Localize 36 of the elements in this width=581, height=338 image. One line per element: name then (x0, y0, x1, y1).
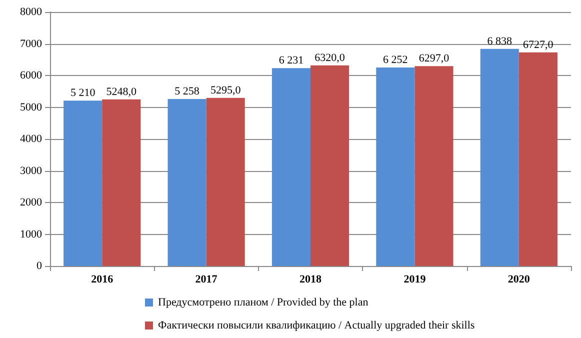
data-label: 6727,0 (523, 38, 554, 51)
data-label: 6297,0 (418, 52, 450, 65)
data-label: 5 258 (174, 86, 200, 98)
data-label: 5 210 (70, 87, 96, 100)
data-label: 5248,0 (106, 86, 137, 98)
bar (272, 68, 310, 266)
x-tick-label: 2020 (508, 274, 530, 286)
bar (480, 48, 519, 266)
y-tick-label: 5000 (20, 101, 42, 114)
bar (518, 52, 558, 266)
y-tick-label: 2000 (20, 196, 42, 208)
x-tick-label: 2016 (91, 274, 114, 286)
data-label: 6320,0 (314, 52, 346, 64)
y-tick-label: 6000 (20, 70, 42, 82)
y-tick-label: 1000 (20, 228, 42, 240)
x-tick-label: 2018 (300, 274, 322, 286)
bar (376, 68, 415, 266)
bar (168, 99, 206, 266)
x-tick-label: 2017 (195, 274, 218, 286)
legend-label: Фактически повысили квалификацию / Actually upgraded their skills (158, 320, 475, 332)
bar (64, 100, 102, 266)
y-tick-label: 0 (36, 260, 42, 272)
bar (102, 99, 141, 266)
y-tick-label: 3000 (20, 164, 42, 177)
y-tick-label: 4000 (20, 133, 42, 145)
data-label: 6 838 (487, 35, 512, 48)
data-label: 6 231 (278, 54, 304, 67)
legend-label: Предусмотрено планом / Provided by the plan (158, 296, 369, 308)
x-tick-label: 2019 (404, 274, 426, 286)
data-label: 5295,0 (210, 84, 242, 96)
y-tick-label: 8000 (20, 6, 42, 18)
bar (206, 98, 245, 266)
bar (414, 66, 454, 266)
data-label: 6 252 (383, 54, 408, 66)
y-tick-label: 7000 (20, 38, 42, 50)
bar (310, 65, 350, 266)
